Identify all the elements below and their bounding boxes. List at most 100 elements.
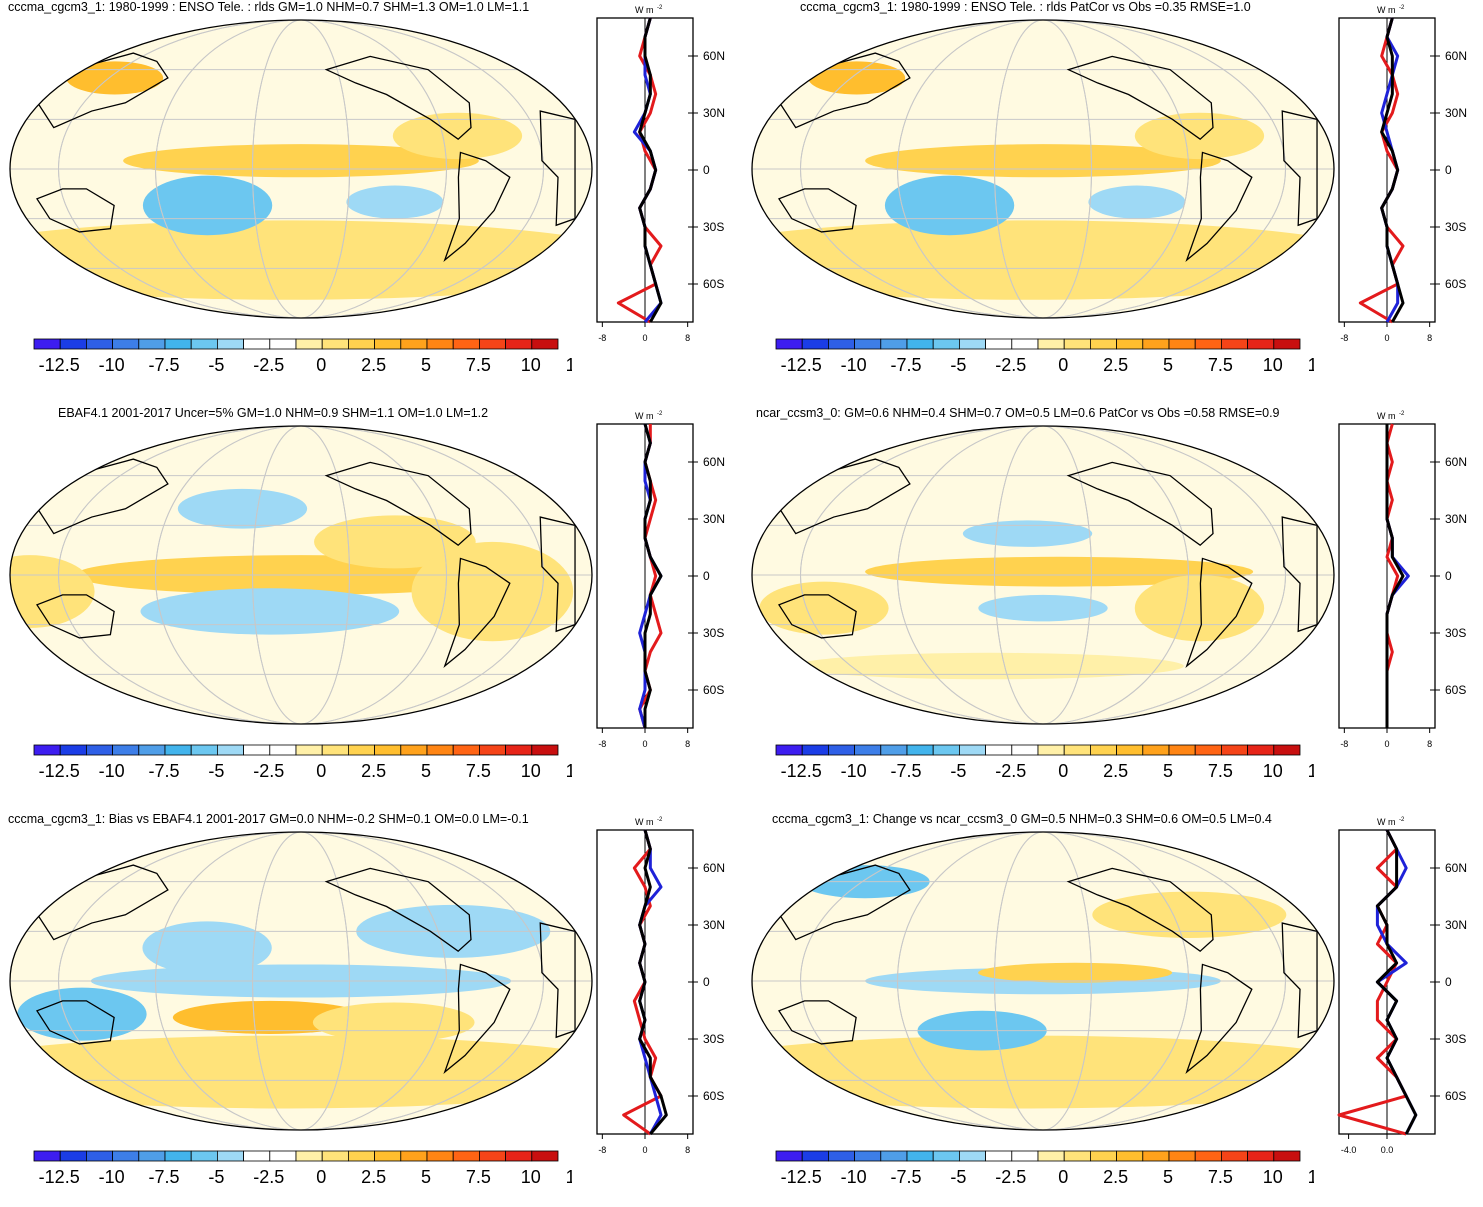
colorbar-tick-label: 5 [421, 1167, 431, 1187]
coastline [778, 52, 911, 129]
colorbar-tick-label: -5 [950, 761, 966, 781]
colorbar-swatch [216, 338, 244, 350]
colorbar-swatch [112, 1150, 140, 1162]
coastline [1066, 461, 1214, 547]
anomaly-region [142, 175, 273, 236]
colorbar-swatch [1037, 1150, 1065, 1162]
lat-tick-label: 30N [703, 918, 725, 932]
colorbar-tick-label: -10 [841, 761, 867, 781]
colorbar-tick-label: -7.5 [890, 761, 921, 781]
colorbar-tick-label: 12.5 [1308, 1167, 1314, 1187]
lat-tick-label: 30N [1445, 106, 1467, 120]
colorbar-swatch [958, 1150, 986, 1162]
colorbar-swatch [775, 1150, 803, 1162]
colorbar-swatch [932, 744, 960, 756]
colorbar-swatch [1116, 338, 1144, 350]
lat-tick-label: 30S [1445, 1032, 1466, 1046]
zonal-unit-exponent: -2 [1399, 411, 1405, 417]
panel-title: cccma_cgcm3_1: 1980-1999 : ENSO Tele. : … [8, 0, 530, 14]
anomaly-region [312, 1002, 475, 1043]
colorbar-swatch [400, 1150, 428, 1162]
colorbar-tick-label: -10 [99, 1167, 125, 1187]
anomaly-region [346, 185, 444, 219]
colorbar-swatch [505, 338, 533, 350]
colorbar-tick-label: -10 [841, 1167, 867, 1187]
colorbar-tick-label: 5 [1163, 1167, 1173, 1187]
colorbar-swatch [1011, 1150, 1039, 1162]
colorbar-tick-label: -5 [208, 355, 224, 375]
zonal-profile-black [638, 17, 663, 323]
colorbar-swatch [321, 1150, 349, 1162]
colorbar-swatch [906, 338, 934, 350]
colorbar-swatch [59, 338, 87, 350]
colorbar-swatch [269, 744, 297, 756]
anomaly-region [752, 220, 1334, 300]
colorbar-swatch [1273, 1150, 1301, 1162]
colorbar-swatch [1168, 338, 1196, 350]
zonal-mean-plot: W m -2 60N 30N 0 30S 60S -4.0 0.0 [1337, 817, 1467, 1155]
coastline [1066, 55, 1214, 141]
anomaly-region [142, 921, 272, 975]
colorbar-swatch [216, 744, 244, 756]
colorbar-swatch [295, 1150, 323, 1162]
colorbar-tick-label: 7.5 [1208, 355, 1233, 375]
lat-tick-label: 60S [703, 277, 724, 291]
global-map [751, 425, 1335, 725]
coastline [1185, 557, 1253, 669]
colorbar-swatch [426, 1150, 454, 1162]
panel-bias: cccma_cgcm3_1: Bias vs EBAF4.1 2001-2017… [0, 812, 741, 1207]
colorbar-tick-label: 2.5 [361, 761, 386, 781]
colorbar-swatch [1063, 744, 1091, 756]
lat-tick-label: 60N [703, 49, 725, 63]
colorbar-tick-label: -2.5 [253, 761, 284, 781]
coastline [36, 52, 169, 129]
colorbar-swatch [854, 1150, 882, 1162]
colorbar-swatch [1220, 338, 1248, 350]
colorbar-tick-label: 12.5 [1308, 761, 1314, 781]
lat-tick-label: 60S [703, 1089, 724, 1103]
zonal-unit-label: W m [635, 817, 654, 827]
coastline [35, 1000, 115, 1045]
coastline [324, 461, 472, 547]
colorbar-swatch [958, 744, 986, 756]
panel-title: cccma_cgcm3_1: Bias vs EBAF4.1 2001-2017… [8, 812, 529, 826]
colorbar-tick-label: 10 [521, 1167, 541, 1187]
colorbar-tick-label: -12.5 [39, 355, 80, 375]
colorbar-tick-label: 12.5 [566, 761, 572, 781]
anomaly-region [1092, 891, 1287, 938]
lat-tick-label: 0 [703, 569, 710, 583]
colorbar-tick-label: -12.5 [781, 1167, 822, 1187]
colorbar-tick-label: -5 [208, 761, 224, 781]
coastline [324, 55, 472, 141]
colorbar-swatch [1116, 1150, 1144, 1162]
lat-tick-label: 0 [703, 163, 710, 177]
colorbar-swatch [138, 338, 166, 350]
colorbar-swatch [374, 744, 402, 756]
colorbar-tick-label: 2.5 [361, 1167, 386, 1187]
colorbar: -12.5 -10 -7.5 -5 -2.5 0 2.5 5 7.5 10 12.5 [33, 1150, 572, 1187]
colorbar-swatch [531, 338, 559, 350]
coastline [35, 594, 115, 639]
anomaly-region [17, 987, 147, 1041]
anomaly-region [865, 556, 1254, 587]
coastline [36, 458, 169, 535]
colorbar-swatch [1142, 338, 1170, 350]
zonal-x-tick-label: -8 [1340, 333, 1348, 343]
colorbar-swatch [138, 744, 166, 756]
zonal-x-tick-label: 0 [1384, 333, 1389, 343]
anomaly-region [10, 555, 95, 628]
colorbar-swatch [321, 338, 349, 350]
zonal-unit-label: W m [635, 411, 654, 421]
coastline [778, 458, 911, 535]
zonal-x-tick-label: -8 [598, 739, 606, 749]
colorbar-tick-label: 2.5 [361, 355, 386, 375]
colorbar-swatch [86, 744, 114, 756]
zonal-x-tick-label: 8 [1427, 333, 1432, 343]
colorbar-swatch [958, 338, 986, 350]
coastline [1185, 151, 1253, 263]
lat-tick-label: 60N [1445, 455, 1467, 469]
colorbar-tick-label: -2.5 [995, 761, 1026, 781]
anomaly-region [978, 594, 1108, 622]
zonal-unit-label: W m [1377, 411, 1396, 421]
zonal-unit-exponent: -2 [657, 5, 663, 11]
